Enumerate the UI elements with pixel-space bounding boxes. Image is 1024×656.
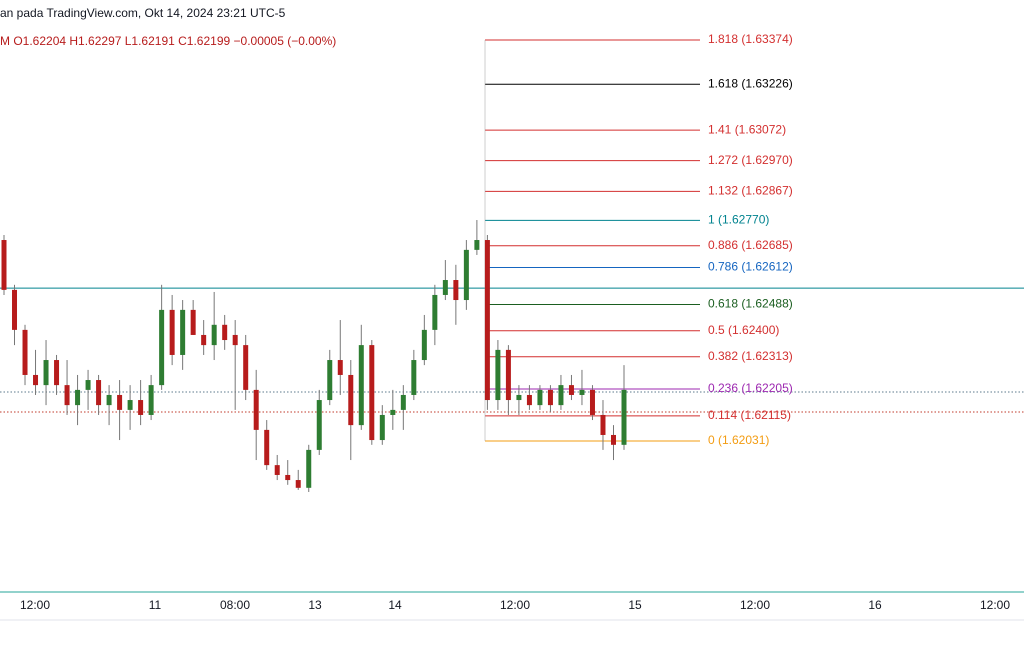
candle-body — [1, 240, 7, 290]
fib-label: 0.5 (1.62400) — [708, 323, 779, 337]
header-title: an pada TradingView.com, Okt 14, 2024 23… — [0, 6, 286, 20]
fib-label: 0.236 (1.62205) — [708, 381, 793, 395]
candle-body — [33, 374, 39, 386]
candle-body — [579, 389, 585, 395]
candle-body — [64, 385, 70, 406]
fib-label: 0.786 (1.62612) — [708, 260, 793, 274]
candle-body — [96, 380, 102, 406]
candle-body — [201, 334, 207, 346]
candle-body — [306, 449, 312, 488]
x-tick-label: 08:00 — [220, 598, 250, 612]
candle-body — [232, 334, 238, 346]
candle-body — [537, 389, 543, 406]
candle-body — [453, 280, 459, 301]
fib-label: 1 (1.62770) — [708, 212, 769, 226]
candle-body — [295, 480, 301, 488]
candle-body — [610, 434, 616, 445]
fib-label: 1.132 (1.62867) — [708, 184, 793, 198]
candle-body — [117, 394, 123, 410]
candle-body — [169, 309, 175, 355]
fib-label: 0.382 (1.62313) — [708, 349, 793, 363]
candle-body — [75, 389, 81, 406]
candle-body — [274, 465, 280, 475]
candle-body — [505, 349, 511, 401]
fib-label: 1.41 (1.63072) — [708, 122, 786, 136]
candle-body — [547, 389, 553, 406]
candle-body — [316, 400, 322, 450]
candle-body — [327, 360, 333, 401]
candle-body — [211, 324, 217, 346]
candle-body — [243, 345, 249, 390]
candle-body — [127, 400, 133, 410]
candle-body — [138, 400, 144, 415]
candle-body — [106, 394, 112, 406]
fib-label: 0.618 (1.62488) — [708, 297, 793, 311]
candle-body — [85, 380, 91, 390]
fib-label: 0.886 (1.62685) — [708, 238, 793, 252]
candle-body — [54, 360, 60, 386]
candle-body — [390, 409, 396, 415]
candle-body — [411, 360, 417, 395]
x-tick-label: 11 — [149, 598, 162, 612]
candle-body — [43, 360, 49, 386]
candle-body — [463, 249, 469, 301]
candle-body — [358, 345, 364, 426]
candle-body — [190, 309, 196, 335]
header-ohlc: M O1.62204 H1.62297 L1.62191 C1.62199 −0… — [0, 34, 336, 48]
candle-body — [442, 280, 448, 295]
candle-body — [495, 349, 501, 401]
candle-body — [159, 309, 165, 386]
fib-label: 1.272 (1.62970) — [708, 153, 793, 167]
candle-body — [148, 385, 154, 415]
x-tick-label: 14 — [388, 598, 402, 612]
candle-body — [558, 385, 564, 406]
candle-body — [526, 394, 532, 406]
candle-body — [421, 329, 427, 361]
candle-body — [12, 289, 18, 330]
candle-body — [568, 385, 574, 395]
candle-body — [22, 329, 28, 375]
fib-label: 1.618 (1.63226) — [708, 76, 793, 90]
candle-body — [379, 414, 385, 441]
fib-label: 0.114 (1.62115) — [708, 408, 791, 422]
candle-body — [621, 389, 627, 445]
x-tick-label: 15 — [628, 598, 642, 612]
candle-body — [253, 389, 259, 430]
x-tick-label: 12:00 — [740, 598, 770, 612]
x-tick-label: 12:00 — [980, 598, 1010, 612]
x-tick-label: 12:00 — [500, 598, 530, 612]
fib-label: 0 (1.62031) — [708, 433, 769, 447]
candle-body — [348, 374, 354, 426]
candle-body — [400, 394, 406, 410]
candle-body — [222, 324, 228, 341]
candle-body — [474, 240, 480, 250]
candle-body — [516, 394, 522, 401]
candle-body — [369, 345, 375, 441]
candle-body — [180, 309, 186, 355]
fib-label: 1.818 (1.63374) — [708, 32, 793, 46]
x-tick-label: 12:00 — [20, 598, 50, 612]
x-tick-label: 13 — [308, 598, 322, 612]
candle-body — [432, 294, 438, 330]
x-tick-label: 16 — [868, 598, 882, 612]
candle-body — [285, 474, 291, 481]
candle-body — [337, 360, 343, 375]
candle-body — [600, 414, 606, 435]
candle-body — [589, 389, 595, 415]
candle-body — [484, 240, 490, 401]
candle-body — [264, 429, 270, 466]
